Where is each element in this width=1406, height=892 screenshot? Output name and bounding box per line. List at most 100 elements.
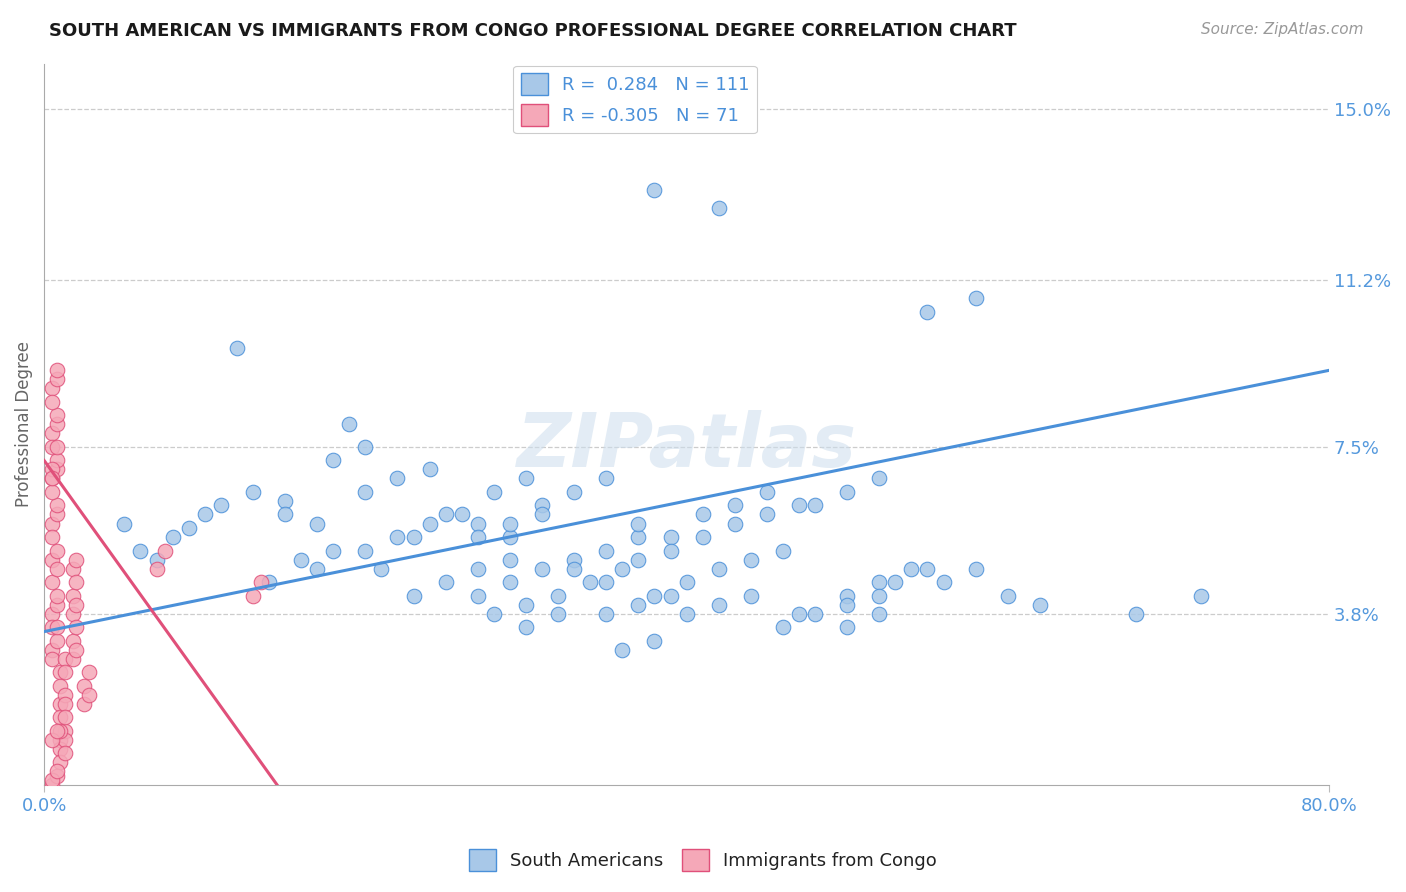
Point <box>804 499 827 513</box>
Point <box>707 561 730 575</box>
Point <box>112 516 135 531</box>
Point <box>46 633 69 648</box>
Point <box>627 516 650 531</box>
Point <box>965 291 987 305</box>
Point <box>65 575 87 590</box>
Point <box>530 508 553 522</box>
Point <box>837 598 859 612</box>
Point <box>354 543 377 558</box>
Point <box>194 508 217 522</box>
Point <box>41 471 63 485</box>
Point <box>692 530 714 544</box>
Point <box>322 543 344 558</box>
Point <box>46 561 69 575</box>
Point <box>177 521 200 535</box>
Point <box>41 778 63 792</box>
Point <box>242 485 264 500</box>
Point <box>482 607 505 621</box>
Point <box>499 530 522 544</box>
Point <box>290 552 312 566</box>
Point <box>53 651 76 665</box>
Point <box>49 697 72 711</box>
Point <box>675 575 697 590</box>
Point <box>153 543 176 558</box>
Point <box>740 552 762 566</box>
Point <box>49 756 72 770</box>
Point <box>1189 589 1212 603</box>
Point <box>41 462 63 476</box>
Point <box>659 543 682 558</box>
Point <box>41 395 63 409</box>
Point <box>868 471 890 485</box>
Point <box>41 651 63 665</box>
Point <box>562 485 585 500</box>
Point <box>46 499 69 513</box>
Point <box>41 516 63 531</box>
Point <box>46 769 69 783</box>
Point <box>322 453 344 467</box>
Point <box>837 589 859 603</box>
Point <box>595 607 617 621</box>
Point <box>41 485 63 500</box>
Point <box>62 651 84 665</box>
Point <box>46 440 69 454</box>
Point <box>772 543 794 558</box>
Point <box>884 575 907 590</box>
Point <box>997 589 1019 603</box>
Point <box>49 665 72 680</box>
Point <box>41 381 63 395</box>
Point <box>707 201 730 215</box>
Point <box>499 552 522 566</box>
Point <box>627 598 650 612</box>
Point <box>467 589 489 603</box>
Point <box>419 462 441 476</box>
Point <box>612 642 634 657</box>
Point <box>868 607 890 621</box>
Point <box>46 589 69 603</box>
Point <box>787 499 810 513</box>
Point <box>917 561 939 575</box>
Point <box>595 471 617 485</box>
Point <box>73 679 96 693</box>
Point <box>46 363 69 377</box>
Point <box>595 543 617 558</box>
Point <box>562 561 585 575</box>
Point <box>41 440 63 454</box>
Point <box>49 679 72 693</box>
Legend: R =  0.284   N = 111, R = -0.305   N = 71: R = 0.284 N = 111, R = -0.305 N = 71 <box>513 66 756 134</box>
Point <box>53 710 76 724</box>
Point <box>53 723 76 738</box>
Point <box>675 607 697 621</box>
Point <box>46 409 69 423</box>
Point <box>129 543 152 558</box>
Point <box>707 598 730 612</box>
Point <box>547 589 569 603</box>
Point <box>46 723 69 738</box>
Text: SOUTH AMERICAN VS IMMIGRANTS FROM CONGO PROFESSIONAL DEGREE CORRELATION CHART: SOUTH AMERICAN VS IMMIGRANTS FROM CONGO … <box>49 22 1017 40</box>
Point <box>515 471 537 485</box>
Point <box>250 575 273 590</box>
Point <box>41 426 63 441</box>
Point <box>579 575 602 590</box>
Point <box>46 372 69 386</box>
Point <box>41 642 63 657</box>
Point <box>499 516 522 531</box>
Point <box>627 552 650 566</box>
Y-axis label: Professional Degree: Professional Degree <box>15 342 32 508</box>
Point <box>53 697 76 711</box>
Point <box>659 589 682 603</box>
Legend: South Americans, Immigrants from Congo: South Americans, Immigrants from Congo <box>461 842 945 879</box>
Point <box>53 665 76 680</box>
Point <box>62 561 84 575</box>
Point <box>499 575 522 590</box>
Point <box>772 620 794 634</box>
Point <box>740 589 762 603</box>
Point <box>41 575 63 590</box>
Point <box>65 642 87 657</box>
Point <box>530 499 553 513</box>
Point <box>46 620 69 634</box>
Point <box>65 620 87 634</box>
Point <box>49 710 72 724</box>
Point <box>387 530 409 544</box>
Point <box>41 732 63 747</box>
